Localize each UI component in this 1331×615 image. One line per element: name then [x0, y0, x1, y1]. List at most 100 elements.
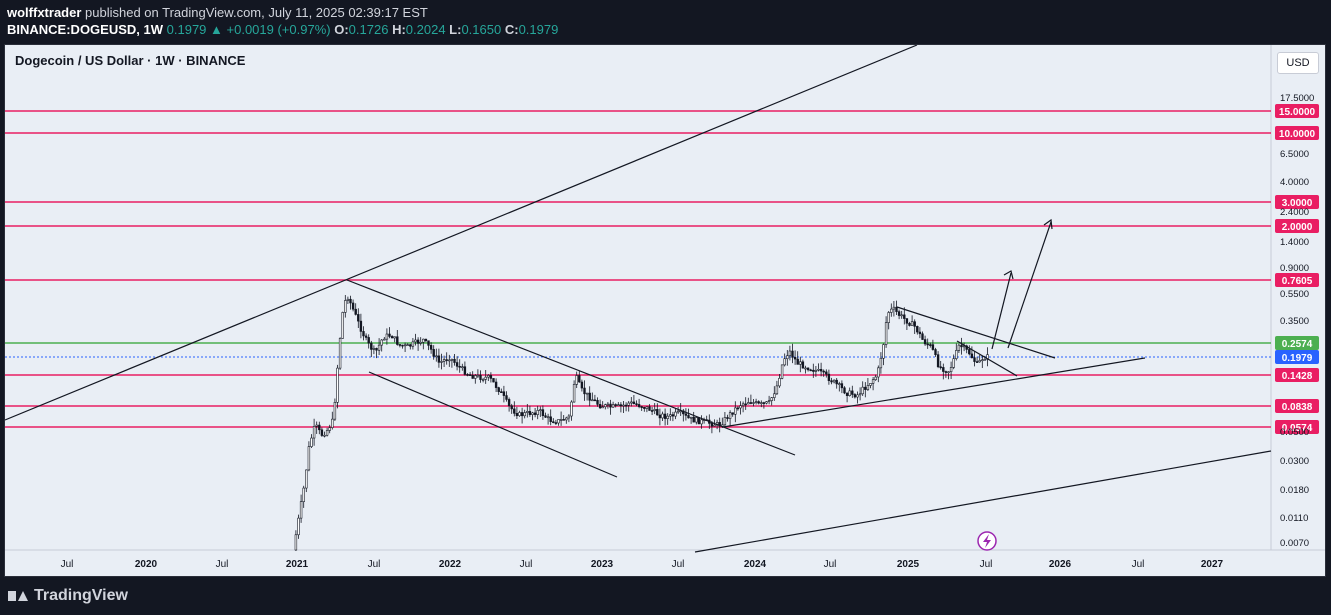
- candle-body: [892, 306, 896, 310]
- candle-body: [570, 401, 573, 417]
- candle-body: [931, 344, 935, 350]
- candle-body: [640, 406, 643, 408]
- candle-body: [364, 335, 368, 338]
- candle-body: [403, 344, 407, 347]
- candle-body: [367, 337, 370, 344]
- low-value: 0.1650: [461, 22, 502, 37]
- candle-body: [793, 357, 797, 360]
- currency-button[interactable]: USD: [1277, 52, 1319, 74]
- candle-body: [929, 344, 932, 346]
- chart-pane[interactable]: 15.0000 10.0000 3.0000 2.0000 0.7605 0.2574 0.…: [4, 44, 1326, 577]
- candle-body: [471, 375, 474, 379]
- candle-body: [487, 375, 490, 378]
- candle-body: [416, 339, 420, 344]
- candle-body: [593, 399, 597, 402]
- candle-body: [533, 412, 537, 415]
- candle-body: [653, 409, 656, 411]
- candle-body: [557, 419, 560, 424]
- candle-body: [370, 342, 373, 350]
- candle-body: [637, 404, 641, 407]
- candle-body: [848, 390, 851, 396]
- candle-body: [432, 349, 435, 357]
- author-name[interactable]: wolffxtrader: [7, 5, 82, 20]
- tradingview-logo[interactable]: TradingView: [8, 587, 128, 605]
- time-tick: 2020: [135, 559, 158, 570]
- candle-body: [671, 414, 675, 417]
- candle-body: [549, 416, 552, 422]
- candle-body: [741, 403, 745, 407]
- candle-body: [809, 369, 812, 372]
- candle-body: [838, 383, 841, 385]
- level-price-label: 0.7605: [1275, 273, 1319, 287]
- level-price-label: 10.0000: [1275, 126, 1319, 140]
- candle-body: [437, 355, 441, 363]
- candle-body: [333, 402, 337, 420]
- candle-body: [479, 374, 482, 380]
- candle-body: [897, 311, 901, 316]
- candle-body: [687, 415, 690, 419]
- candle-body: [554, 422, 558, 424]
- candle-body: [476, 374, 480, 377]
- candle-body: [663, 413, 667, 419]
- candle-body: [377, 344, 381, 351]
- candle-body: [783, 358, 786, 366]
- candle-body: [825, 371, 828, 375]
- candle-body: [393, 336, 396, 339]
- candle-body: [424, 338, 428, 342]
- candle-body: [320, 429, 324, 436]
- time-tick: Jul: [824, 559, 837, 570]
- candle-body: [450, 358, 454, 361]
- candle-body: [780, 364, 784, 379]
- candle-body: [666, 415, 669, 419]
- candle-body: [817, 368, 820, 371]
- candle-body: [505, 395, 508, 400]
- candle-body: [692, 416, 695, 423]
- candle-body: [650, 410, 654, 412]
- candle-body: [440, 361, 443, 363]
- time-tick: Jul: [672, 559, 685, 570]
- open-value: 0.1726: [348, 22, 389, 37]
- candle-body: [294, 534, 298, 551]
- candle-body: [866, 385, 870, 390]
- price-tick: 0.5500: [1280, 289, 1309, 300]
- candle-body: [323, 434, 326, 437]
- candle-body: [539, 409, 542, 411]
- candle-body: [528, 411, 532, 415]
- ohlc-legend: BINANCE:DOGEUSD, 1W 0.1979 ▲ +0.0019 (+0…: [7, 22, 558, 37]
- candle-body: [643, 407, 646, 409]
- candle-body: [318, 424, 321, 431]
- chart-canvas[interactable]: 15.0000 10.0000 3.0000 2.0000 0.7605 0.2574 0.…: [5, 45, 1325, 576]
- symbol-label: BINANCE:DOGEUSD, 1W: [7, 22, 164, 37]
- candle-body: [523, 412, 526, 417]
- candle-body: [536, 410, 539, 415]
- candle-body: [887, 312, 890, 323]
- price-tick: 0.0110: [1280, 513, 1308, 524]
- candle-body: [744, 403, 747, 406]
- time-tick: Jul: [980, 559, 993, 570]
- candle-body: [926, 343, 929, 346]
- candle-body: [913, 321, 916, 327]
- candle-body: [801, 361, 805, 369]
- candle-body: [936, 354, 940, 368]
- candle-body: [565, 417, 568, 421]
- candle-body: [760, 402, 763, 404]
- candle-body: [845, 392, 849, 396]
- candle-body: [489, 375, 493, 379]
- candle-body: [411, 341, 415, 347]
- time-tick: Jul: [216, 559, 229, 570]
- candle-body: [388, 333, 391, 337]
- candle-body: [975, 361, 979, 363]
- candle-body: [383, 338, 386, 341]
- candle-body: [674, 411, 677, 417]
- candle-body: [354, 308, 357, 315]
- candle-body: [468, 374, 472, 376]
- open-label: O:: [334, 22, 349, 37]
- candle-body: [606, 403, 610, 406]
- candle-body: [630, 401, 633, 404]
- lightning-icon[interactable]: [977, 531, 997, 551]
- candle-body: [786, 355, 789, 360]
- candle-body: [978, 360, 981, 363]
- candle-body: [341, 312, 344, 339]
- candle-body: [541, 409, 545, 416]
- price-tick: 0.0070: [1280, 538, 1309, 549]
